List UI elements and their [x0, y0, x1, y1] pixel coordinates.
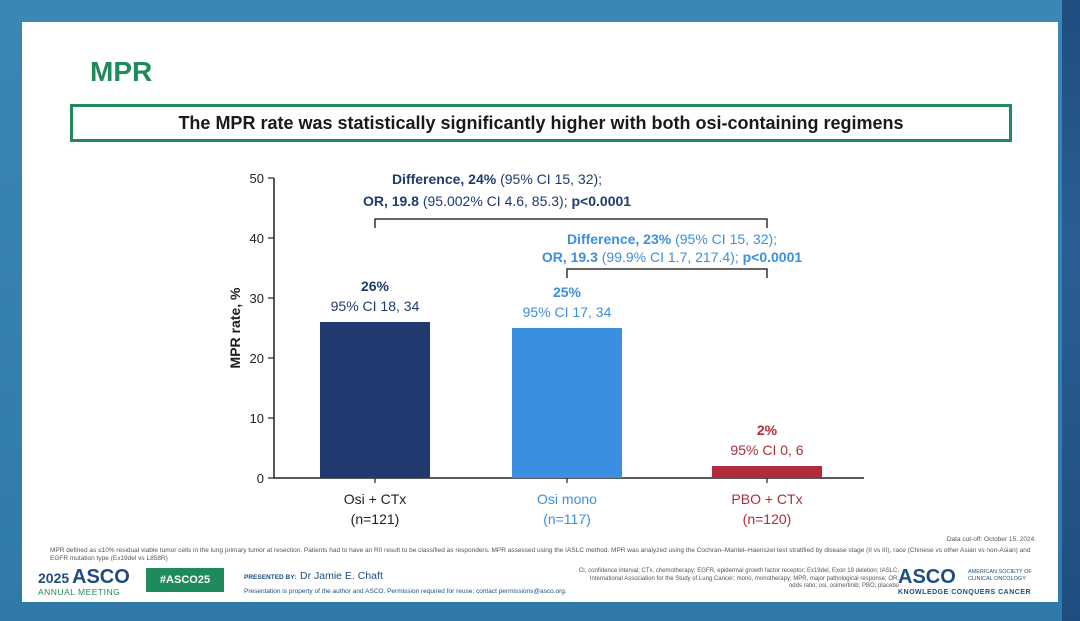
- slide: MPR The MPR rate was statistically signi…: [22, 22, 1058, 602]
- category-label: Osi + CTx: [344, 491, 407, 507]
- property-notice: Presentation is property of the author a…: [244, 588, 567, 595]
- category-n-label: (n=117): [543, 511, 591, 527]
- asco-society-logo: ASCO: [898, 566, 956, 588]
- abbreviations: CI, confidence interval; CTx, chemothera…: [578, 568, 899, 589]
- comparison-odds-ratio: OR, 19.3 (99.9% CI 1.7, 217.4); p<0.0001: [542, 249, 803, 265]
- bar-osi-mono: [512, 328, 622, 478]
- comparison-bracket: [374, 218, 768, 228]
- y-tick-label: 30: [250, 291, 264, 306]
- bar-osi-ctx: [320, 322, 430, 478]
- society-tagline: KNOWLEDGE CONQUERS CANCER: [898, 589, 1032, 596]
- slide-title: MPR: [90, 56, 153, 87]
- key-message-box: The MPR rate was statistically significa…: [70, 104, 1012, 142]
- data-label-ci: 95% CI 18, 34: [331, 298, 420, 314]
- annual-meeting-label: ANNUAL MEETING: [38, 587, 121, 597]
- y-tick-label: 20: [250, 351, 264, 366]
- y-tick-label: 40: [250, 231, 264, 246]
- y-tick-label: 0: [257, 471, 264, 486]
- key-message: The MPR rate was statistically significa…: [178, 112, 904, 133]
- presented-by-label: PRESENTED BY:: [244, 574, 297, 581]
- y-tick-label: 10: [250, 411, 264, 426]
- comparison-difference: Difference, 23% (95% CI 15, 32);: [567, 231, 777, 247]
- category-n-label: (n=121): [351, 511, 400, 527]
- bar-pbo-ctx: [712, 466, 822, 478]
- data-label-pct: 25%: [553, 284, 582, 300]
- footer: 2025 ASCO ANNUAL MEETING #ASCO25 PRESENT…: [22, 565, 1058, 602]
- presenter-name: Dr Jamie E. Chaft: [300, 570, 383, 582]
- asco-meeting-logo: ASCO: [72, 566, 130, 588]
- data-label-ci: 95% CI 0, 6: [730, 442, 803, 458]
- meeting-year: 2025: [38, 570, 70, 586]
- y-tick-label: 50: [250, 171, 264, 186]
- data-label-pct: 2%: [757, 422, 778, 438]
- category-n-label: (n=120): [743, 511, 792, 527]
- footnote: MPR defined as ≤10% residual viable tumo…: [50, 547, 1031, 562]
- data-label-ci: 95% CI 17, 34: [523, 304, 612, 320]
- comparison-difference: Difference, 24% (95% CI 15, 32);: [392, 171, 602, 187]
- mpr-bar-chart: 0 10 20 30 40 50 MPR rate, % 26% 95% CI 18, 34 Os…: [227, 171, 864, 527]
- category-label: Osi mono: [537, 491, 597, 507]
- y-axis-title: MPR rate, %: [227, 287, 243, 368]
- society-name: AMERICAN SOCIETY OF CLINICAL ONCOLOGY: [968, 569, 1032, 582]
- comparison-bracket: [566, 268, 768, 278]
- data-cutoff: Data cut-off: October 15, 2024.: [946, 536, 1036, 543]
- data-label-pct: 26%: [361, 278, 390, 294]
- comparison-odds-ratio: OR, 19.8 (95.002% CI 4.6, 85.3); p<0.000…: [363, 193, 631, 209]
- category-label: PBO + CTx: [731, 491, 802, 507]
- hashtag-badge: #ASCO25: [146, 568, 224, 592]
- background-strip: [1062, 0, 1080, 621]
